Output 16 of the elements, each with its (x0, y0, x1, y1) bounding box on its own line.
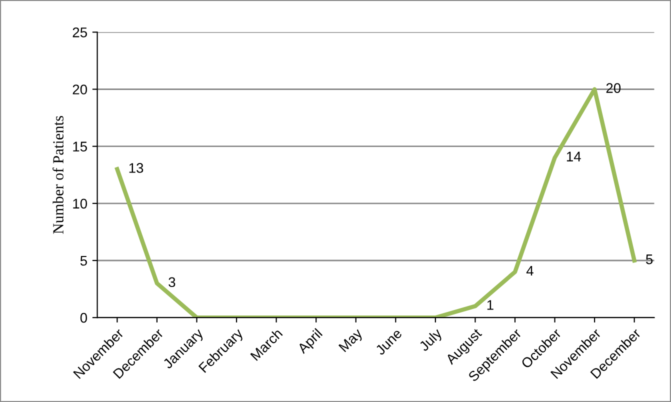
x-tick-label: May (338, 328, 366, 354)
y-tick-label: 5 (80, 256, 87, 266)
data-label: 4 (526, 266, 534, 276)
data-label: 5 (646, 254, 653, 264)
y-axis-title: Number of Patients (52, 116, 64, 234)
data-label: 3 (168, 277, 176, 288)
y-tick-label: 25 (72, 27, 87, 38)
data-label: 1 (487, 300, 494, 310)
x-tick-label: July (418, 327, 445, 354)
y-tick-label: 10 (73, 198, 88, 209)
data-label: 13 (129, 163, 144, 173)
y-tick-label: 15 (73, 142, 87, 152)
y-tick-label: 0 (80, 312, 88, 323)
data-label: 20 (606, 83, 621, 93)
data-label: 14 (566, 152, 581, 162)
y-tick-label: 20 (72, 84, 88, 94)
